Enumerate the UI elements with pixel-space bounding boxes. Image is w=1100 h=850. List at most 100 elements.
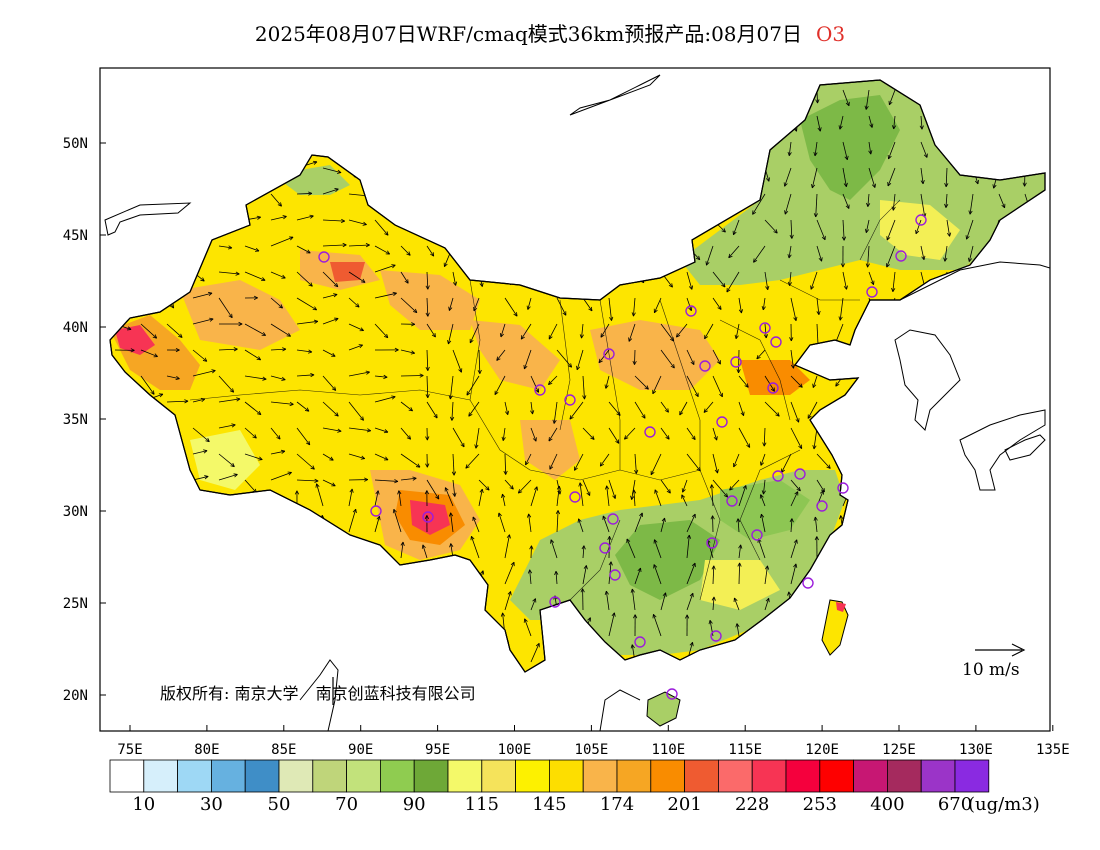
- china-border: [109, 79, 1046, 673]
- wind-arrow: [816, 349, 823, 363]
- wind-arrow: [634, 453, 637, 474]
- wind-arrow: [653, 564, 662, 585]
- wind-arrow: [296, 479, 319, 482]
- wind-arrow: [709, 167, 714, 192]
- wind-arrow: [634, 349, 636, 365]
- wind-arrow: [295, 614, 298, 637]
- wind-arrow: [861, 594, 870, 611]
- wind-arrow: [853, 479, 870, 499]
- wind-arrow: [961, 453, 974, 469]
- wind-arrow: [270, 348, 286, 351]
- wind-arrow: [920, 540, 927, 559]
- wind-arrow: [816, 642, 820, 663]
- wind-arrow: [631, 479, 636, 500]
- legend-swatch: [143, 759, 179, 793]
- lat-label: 30N: [63, 504, 88, 520]
- wind-arrow: [114, 89, 134, 96]
- wind-arrow: [656, 650, 662, 663]
- station-marker: [730, 356, 742, 368]
- wind-arrow: [270, 536, 276, 559]
- wind-arrow: [600, 323, 610, 338]
- wind-arrow: [633, 297, 636, 317]
- station-marker: [422, 511, 434, 523]
- wind-arrow: [374, 621, 380, 637]
- legend-swatch: [853, 759, 888, 793]
- wind-arrow: [475, 597, 480, 611]
- wind-arrow: [764, 621, 768, 637]
- wind-arrow: [762, 297, 766, 310]
- wind-arrow: [140, 323, 157, 339]
- wind-arrow: [842, 167, 847, 187]
- wind-arrow: [466, 375, 480, 396]
- station-marker: [699, 360, 711, 372]
- wind-arrow: [348, 401, 364, 421]
- wind-arrow: [556, 167, 566, 186]
- wind-arrow: [991, 427, 1000, 449]
- station-marker: [816, 500, 828, 512]
- wind-arrow: [504, 401, 509, 415]
- wind-arrow: [915, 219, 922, 235]
- wind-arrow: [972, 141, 978, 163]
- wind-arrow: [342, 591, 350, 611]
- wind-arrow: [166, 427, 178, 437]
- wind-arrow: [842, 453, 852, 467]
- wind-arrow: [530, 115, 541, 127]
- copyright-org1: 南京大学: [234, 684, 299, 703]
- wind-arrow: [945, 193, 948, 208]
- wind-arrow: [891, 427, 896, 443]
- wind-arrow: [835, 427, 844, 449]
- wind-arrow: [374, 141, 391, 152]
- wind-arrow: [1024, 323, 1035, 337]
- wind-arrow: [504, 167, 510, 183]
- wind-arrow: [270, 297, 283, 309]
- wind-arrow: [114, 477, 135, 481]
- wind-arrow: [738, 485, 747, 507]
- wind-arrow: [270, 472, 292, 481]
- wind-arrow: [502, 493, 506, 507]
- wind-arrow: [758, 538, 766, 559]
- wind-arrow: [218, 348, 238, 351]
- legend-swatch: [379, 759, 415, 793]
- wind-arrow: [1012, 375, 1026, 391]
- wind-arrow: [753, 245, 766, 263]
- wind-arrow: [816, 89, 818, 104]
- wind-arrow: [166, 115, 181, 134]
- wind-arrow: [972, 89, 975, 108]
- wind-arrow: [140, 349, 158, 357]
- wind-arrow: [478, 640, 489, 663]
- wind-arrow: [400, 193, 413, 199]
- wind-arrow: [296, 427, 311, 446]
- latitude-axis: 50N 45N 40N 35N 30N 25N 20N: [63, 136, 106, 704]
- wind-arrow: [711, 484, 714, 507]
- wind-arrow: [244, 494, 250, 507]
- wind-arrow: [400, 89, 416, 110]
- wind-arrow: [452, 453, 455, 476]
- wind-arrow: [738, 401, 745, 416]
- wind-arrow: [244, 323, 266, 336]
- wind-arrow: [270, 89, 283, 97]
- wind-arrow: [452, 271, 457, 286]
- station-marker: [666, 688, 678, 700]
- wind-arrow: [218, 271, 240, 275]
- wind-arrow: [270, 167, 284, 170]
- wind-arrow: [114, 594, 120, 611]
- wind-arrow: [880, 453, 896, 469]
- station-marker: [706, 537, 718, 549]
- wind-arrow: [348, 488, 353, 507]
- legend-tick-label: 115: [464, 794, 499, 815]
- wind-arrow: [736, 623, 740, 637]
- wind-arrow: [968, 245, 974, 262]
- station-marker: [710, 630, 722, 642]
- wind-arrow: [894, 562, 899, 585]
- wind-arrow: [608, 401, 621, 416]
- wind-arrow: [270, 375, 286, 381]
- wind-arrow: [582, 671, 589, 672]
- wind-arrow: [496, 349, 506, 361]
- legend-tick-label: 10: [132, 794, 156, 815]
- station-marker: [770, 336, 782, 348]
- wind-arrow: [733, 597, 740, 611]
- wind-arrow: [653, 297, 662, 313]
- wind-arrow: [660, 401, 669, 413]
- wind-arrow: [735, 89, 740, 107]
- wind-arrow: [738, 167, 746, 184]
